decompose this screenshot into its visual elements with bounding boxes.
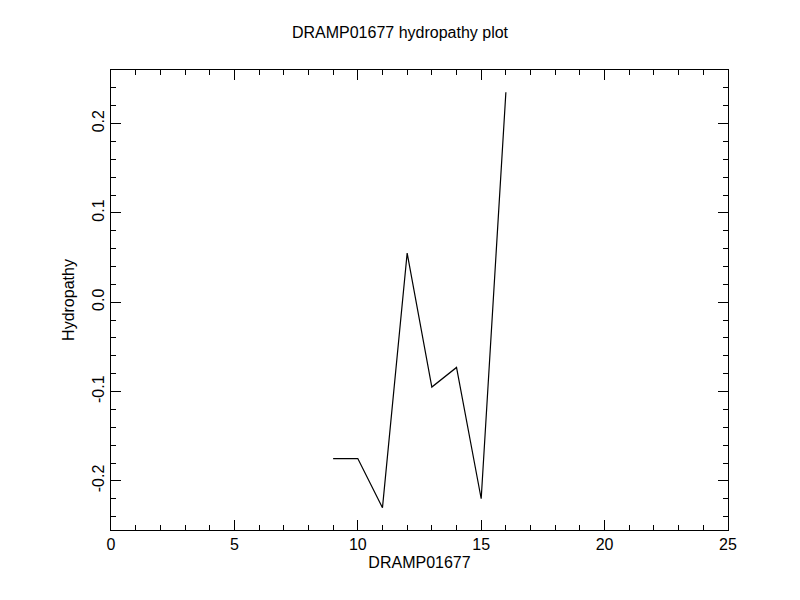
svg-text:DRAMP01677 hydropathy plot: DRAMP01677 hydropathy plot	[292, 24, 509, 41]
svg-text:0: 0	[107, 536, 116, 553]
svg-text:-0.1: -0.1	[90, 375, 107, 403]
svg-text:5: 5	[230, 536, 239, 553]
svg-text:DRAMP01677: DRAMP01677	[368, 554, 470, 571]
svg-text:20: 20	[596, 536, 614, 553]
svg-text:0.0: 0.0	[90, 289, 107, 311]
svg-text:0.1: 0.1	[90, 199, 107, 221]
svg-text:Hydropathy: Hydropathy	[60, 259, 77, 341]
svg-text:0.2: 0.2	[90, 110, 107, 132]
svg-text:25: 25	[719, 536, 737, 553]
svg-text:-0.2: -0.2	[90, 465, 107, 493]
svg-text:15: 15	[472, 536, 490, 553]
svg-text:10: 10	[349, 536, 367, 553]
